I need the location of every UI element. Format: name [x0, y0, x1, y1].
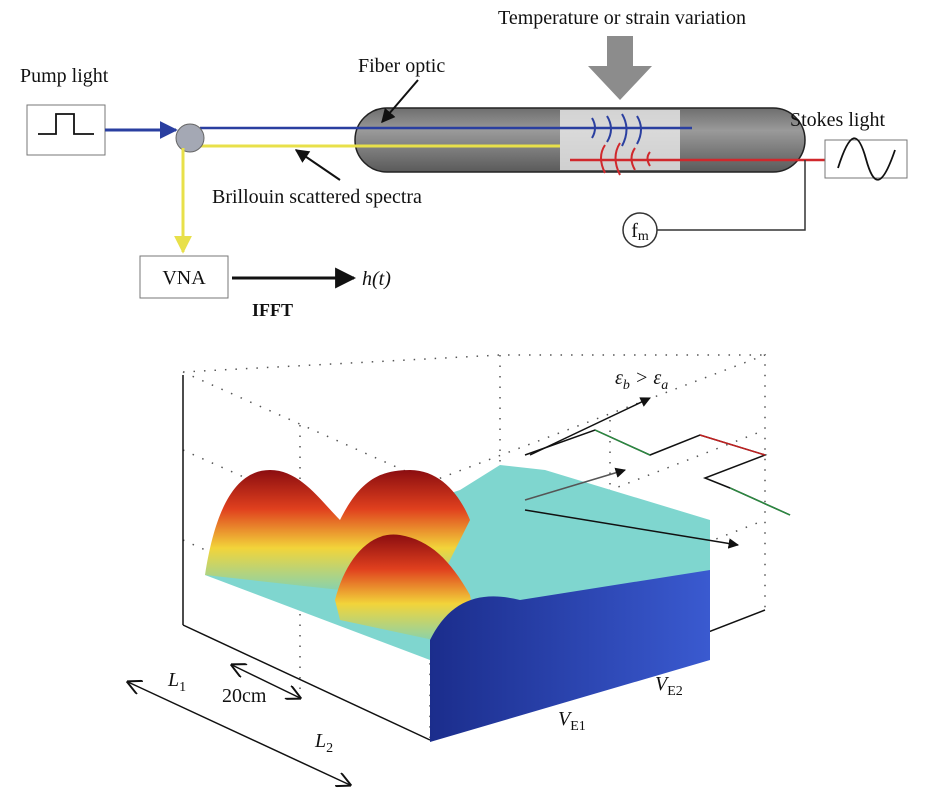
- ve1-label: VE1: [558, 708, 586, 734]
- ifft-label: IFFT: [252, 300, 293, 320]
- ve2-label: VE2: [655, 673, 683, 699]
- a: a: [661, 378, 668, 393]
- disturbance-arrow: [588, 36, 652, 100]
- l: L: [314, 730, 326, 752]
- l2-label: L2: [314, 730, 333, 756]
- l1-sub: 1: [179, 680, 186, 695]
- brillouin-label: Brillouin scattered spectra: [212, 186, 422, 208]
- fiber-label: Fiber optic: [358, 55, 445, 77]
- circulator: [176, 124, 204, 152]
- surface-plot: εb > εa L1 20cm L2 VE1 VE2: [128, 355, 790, 785]
- eps-b: ε: [615, 367, 623, 389]
- eps-a: ε: [653, 367, 661, 389]
- diagram: Temperature or strain variation Pump lig…: [0, 0, 939, 792]
- gt: >: [630, 367, 654, 389]
- setup: Temperature or strain variation Pump lig…: [20, 7, 907, 320]
- b: b: [623, 378, 630, 393]
- disturbance-label: Temperature or strain variation: [498, 7, 746, 29]
- l2-sub: 2: [326, 741, 333, 756]
- strain-label: εb > εa: [615, 367, 668, 393]
- ve1-sub: E1: [570, 719, 586, 734]
- pump-box: [27, 105, 105, 155]
- stokes-label: Stokes light: [790, 109, 885, 131]
- vna-label: VNA: [162, 267, 206, 289]
- brillouin-arrow: [296, 150, 340, 180]
- l1-label: L1: [167, 669, 186, 695]
- resolution-label: 20cm: [222, 685, 267, 707]
- ve2-sub: E2: [667, 684, 683, 699]
- m: m: [638, 229, 649, 244]
- pump-label: Pump light: [20, 65, 109, 87]
- output-label: h(t): [362, 268, 391, 290]
- l: L: [167, 669, 179, 691]
